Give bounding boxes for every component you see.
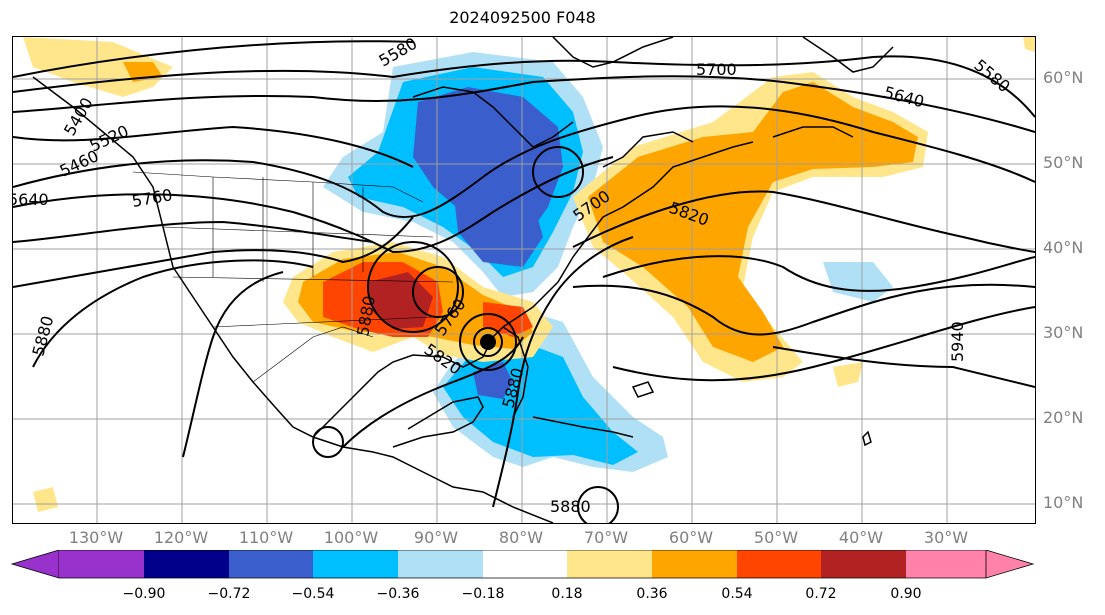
lon-label: 40°W [838,528,884,547]
lat-label: 20°N [1043,408,1084,427]
colorbar [10,550,1035,579]
colorbar-segment [10,550,60,579]
colorbar-tick-label: 0.36 [636,586,668,602]
colorbar-segment [567,550,652,578]
colorbar-segment [59,550,144,578]
storm-center-marker [480,334,496,350]
contour-label: 5640 [13,190,49,209]
lon-label: 70°W [583,528,629,547]
page-title: 2024092500 F048 [449,8,596,27]
lon-label: 80°W [498,528,544,547]
political-borders [132,171,454,383]
contour-label: 5880 [550,497,591,516]
colorbar-segment [398,550,483,578]
colorbar-segment [985,550,1035,579]
lon-label: 30°W [923,528,969,547]
anomaly-shading [23,37,1035,512]
colorbar-tick-label: −0.54 [291,586,335,602]
colorbar-tick-label: −0.36 [376,586,420,602]
lat-label: 30°N [1043,323,1084,342]
colorbar-tick-label: −0.18 [461,586,505,602]
lat-label: 40°N [1043,238,1084,257]
map-panel: 5580 5700 5640 5580 5520 5460 5400 5760 … [12,36,1036,524]
lat-label: 10°N [1043,493,1084,512]
contour-label: 5460 [57,146,102,180]
colorbar-tick-label: −0.90 [122,586,166,602]
map-canvas: 5580 5700 5640 5580 5520 5460 5400 5760 … [13,37,1035,523]
lat-label: 50°N [1043,153,1084,172]
colorbar-segment [144,550,229,578]
colorbar-tick-label: 0.90 [890,586,922,602]
lon-label: 90°W [413,528,459,547]
lon-label: 110°W [238,528,294,547]
colorbar-segment [737,550,821,578]
lon-label: 100°W [323,528,379,547]
colorbar-tick-label: −0.72 [207,586,251,602]
colorbar-tick-label: 0.72 [805,586,837,602]
contour-label: 5760 [130,185,173,211]
colorbar-segment [906,550,986,578]
contour-label: 5940 [948,321,967,362]
lon-label: 60°W [668,528,714,547]
height-contours [13,40,1035,523]
coastlines [32,37,894,523]
colorbar-segment [483,550,567,578]
colorbar-segment [229,550,313,578]
colorbar-segment [652,550,737,578]
colorbar-tick-label: 0.18 [551,586,583,602]
lat-label: 60°N [1043,68,1084,87]
colorbar-segment [821,550,906,578]
contour-label: 5640 [882,83,926,112]
lon-label: 50°W [753,528,799,547]
colorbar-tick-label: 0.54 [721,586,753,602]
colorbar-segment [313,550,398,578]
lon-label: 130°W [68,528,124,547]
contour-label: 5700 [696,60,737,79]
lon-label: 120°W [153,528,209,547]
